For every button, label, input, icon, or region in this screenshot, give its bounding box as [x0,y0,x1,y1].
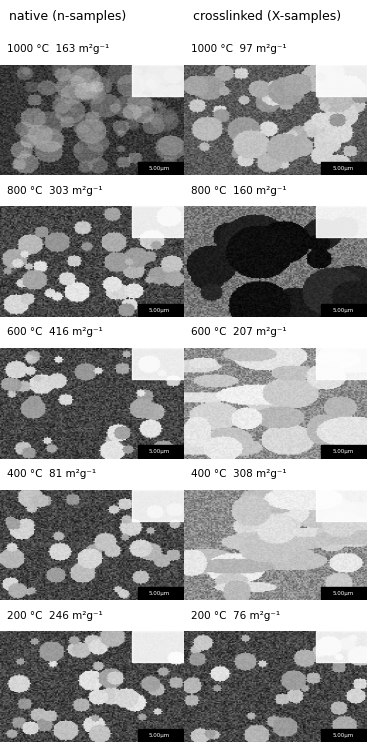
Bar [321,303,367,317]
Text: 1000 °C  163 m²g⁻¹: 1000 °C 163 m²g⁻¹ [7,44,110,54]
Text: 5.00μm: 5.00μm [149,591,170,596]
Text: 5.00μm: 5.00μm [149,733,170,738]
Text: native (n-samples): native (n-samples) [9,10,126,23]
Bar [316,348,367,379]
Bar [132,348,184,379]
Text: 5.00μm: 5.00μm [149,308,170,312]
Text: 200 °C  76 m²g⁻¹: 200 °C 76 m²g⁻¹ [191,611,280,621]
Text: 600 °C  207 m²g⁻¹: 600 °C 207 m²g⁻¹ [191,327,287,338]
Bar [138,303,184,317]
Bar [321,445,367,459]
Text: 800 °C  303 m²g⁻¹: 800 °C 303 m²g⁻¹ [7,186,103,196]
Text: 1000 °C  97 m²g⁻¹: 1000 °C 97 m²g⁻¹ [191,44,287,54]
Bar [321,729,367,742]
Text: 5.00μm: 5.00μm [333,166,354,171]
Bar [132,631,184,663]
Bar [132,490,184,521]
Text: 5.00μm: 5.00μm [333,591,354,596]
Bar [321,162,367,175]
Bar [138,729,184,742]
Bar [316,65,367,96]
Text: 5.00μm: 5.00μm [333,450,354,454]
Bar [316,490,367,521]
Text: 5.00μm: 5.00μm [333,733,354,738]
Bar [138,445,184,459]
Bar [132,65,184,96]
Bar [138,162,184,175]
Text: 5.00μm: 5.00μm [149,166,170,171]
Bar [132,206,184,237]
Text: 200 °C  246 m²g⁻¹: 200 °C 246 m²g⁻¹ [7,611,103,621]
Text: 5.00μm: 5.00μm [333,308,354,312]
Text: crosslinked (X-samples): crosslinked (X-samples) [193,10,341,23]
Text: 400 °C  308 m²g⁻¹: 400 °C 308 m²g⁻¹ [191,469,287,479]
Text: 800 °C  160 m²g⁻¹: 800 °C 160 m²g⁻¹ [191,186,287,196]
Text: 600 °C  416 m²g⁻¹: 600 °C 416 m²g⁻¹ [7,327,103,338]
Text: 400 °C  81 m²g⁻¹: 400 °C 81 m²g⁻¹ [7,469,97,479]
Bar [321,587,367,600]
Text: 5.00μm: 5.00μm [149,450,170,454]
Bar [138,587,184,600]
Bar [316,206,367,237]
Bar [316,631,367,663]
